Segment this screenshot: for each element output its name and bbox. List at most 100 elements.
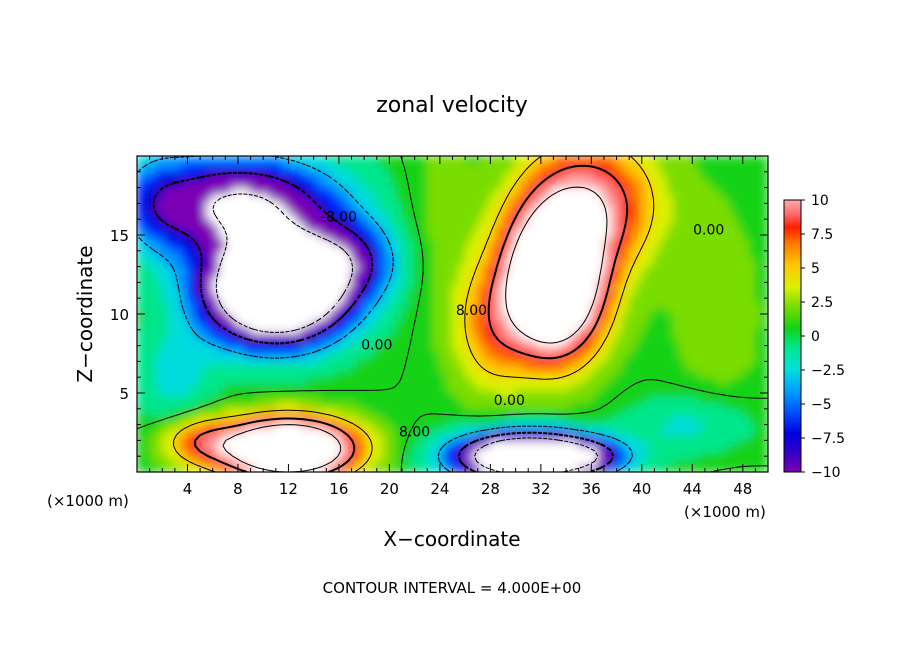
heatmap-cell <box>319 250 327 258</box>
heatmap-cell <box>754 174 763 182</box>
heatmap-cell <box>414 180 422 189</box>
heatmap-cell <box>502 187 510 195</box>
heatmap-cell <box>489 401 498 410</box>
heatmap-cell <box>527 452 536 460</box>
heatmap-cell <box>155 161 163 170</box>
heatmap-cell <box>243 446 252 454</box>
heatmap-cell <box>622 206 630 214</box>
heatmap-cell <box>666 408 674 416</box>
heatmap-cell <box>748 288 756 296</box>
heatmap-cell <box>243 357 252 366</box>
heatmap-cell <box>723 408 731 416</box>
heatmap-cell <box>452 313 460 321</box>
heatmap-cell <box>281 156 289 163</box>
heatmap-cell <box>660 452 668 460</box>
heatmap-cell <box>363 180 371 189</box>
heatmap-cell <box>180 262 188 271</box>
heatmap-cell <box>729 231 737 239</box>
heatmap-cell <box>691 256 700 264</box>
heatmap-cell <box>647 446 655 454</box>
heatmap-cell <box>174 458 182 467</box>
heatmap-cell <box>224 174 233 182</box>
heatmap-cell <box>717 212 725 220</box>
heatmap-cell <box>243 180 252 189</box>
heatmap-cell <box>622 452 630 460</box>
heatmap-cell <box>685 420 693 429</box>
heatmap-cell <box>338 357 346 366</box>
heatmap-cell <box>142 319 151 328</box>
heatmap-cell <box>470 433 479 441</box>
heatmap-cell <box>186 193 195 201</box>
heatmap-cell <box>262 237 271 245</box>
heatmap-cell <box>660 243 668 252</box>
heatmap-cell <box>325 225 334 233</box>
heatmap-cell <box>193 250 201 258</box>
heatmap-cell <box>496 262 504 271</box>
heatmap-cell <box>502 225 510 233</box>
heatmap-cell <box>508 294 517 302</box>
heatmap-cell <box>300 439 308 448</box>
heatmap-cell <box>395 168 403 176</box>
heatmap-cell <box>685 218 693 227</box>
heatmap-cell <box>735 351 744 359</box>
heatmap-cell <box>452 187 460 195</box>
heatmap-cell <box>622 237 630 245</box>
heatmap-cell <box>521 313 529 321</box>
heatmap-cell <box>300 218 308 227</box>
heatmap-cell <box>634 243 643 252</box>
heatmap-cell <box>748 281 756 290</box>
heatmap-cell <box>717 458 725 467</box>
heatmap-cell <box>477 174 485 182</box>
heatmap-cell <box>275 389 283 397</box>
heatmap-cell <box>269 243 277 252</box>
heatmap-cell <box>748 313 756 321</box>
heatmap-cell <box>287 218 296 227</box>
heatmap-cell <box>420 307 428 315</box>
heatmap-cell <box>546 383 554 391</box>
heatmap-cell <box>452 262 460 271</box>
heatmap-cell <box>508 243 517 252</box>
heatmap-cell <box>616 199 624 208</box>
heatmap-cell <box>748 364 756 372</box>
heatmap-cell <box>199 408 207 416</box>
heatmap-cell <box>477 357 485 366</box>
heatmap-cell <box>168 156 176 163</box>
heatmap-cell <box>521 427 529 435</box>
heatmap-cell <box>552 376 561 385</box>
heatmap-cell <box>439 313 447 321</box>
heatmap-cell <box>137 414 144 422</box>
heatmap-cell <box>395 338 403 347</box>
heatmap-cell <box>287 206 296 214</box>
heatmap-cell <box>199 452 207 460</box>
heatmap-cell <box>552 231 561 239</box>
heatmap-cell <box>672 180 681 189</box>
heatmap-cell <box>231 300 239 309</box>
heatmap-cell <box>672 199 681 208</box>
heatmap-cell <box>250 338 258 347</box>
heatmap-cell <box>603 465 611 472</box>
heatmap-cell <box>527 401 536 410</box>
heatmap-cell <box>376 351 384 359</box>
heatmap-cell <box>735 364 744 372</box>
heatmap-cell <box>256 420 264 429</box>
heatmap-cell <box>218 401 226 410</box>
heatmap-cell <box>502 357 510 366</box>
heatmap-cell <box>325 206 334 214</box>
heatmap-cell <box>161 446 170 454</box>
heatmap-cell <box>685 408 693 416</box>
heatmap-cell <box>237 199 245 208</box>
heatmap-cell <box>489 156 498 163</box>
heatmap-cell <box>622 269 630 277</box>
heatmap-cell <box>344 294 353 302</box>
heatmap-cell <box>483 376 491 385</box>
heatmap-cell <box>653 288 662 296</box>
heatmap-cell <box>306 345 315 353</box>
heatmap-cell <box>281 262 289 271</box>
heatmap-cell <box>363 370 371 378</box>
heatmap-cell <box>275 383 283 391</box>
heatmap-cell <box>218 370 226 378</box>
heatmap-cell <box>496 326 504 334</box>
heatmap-cell <box>452 243 460 252</box>
heatmap-cell <box>243 187 252 195</box>
heatmap-cell <box>496 300 504 309</box>
